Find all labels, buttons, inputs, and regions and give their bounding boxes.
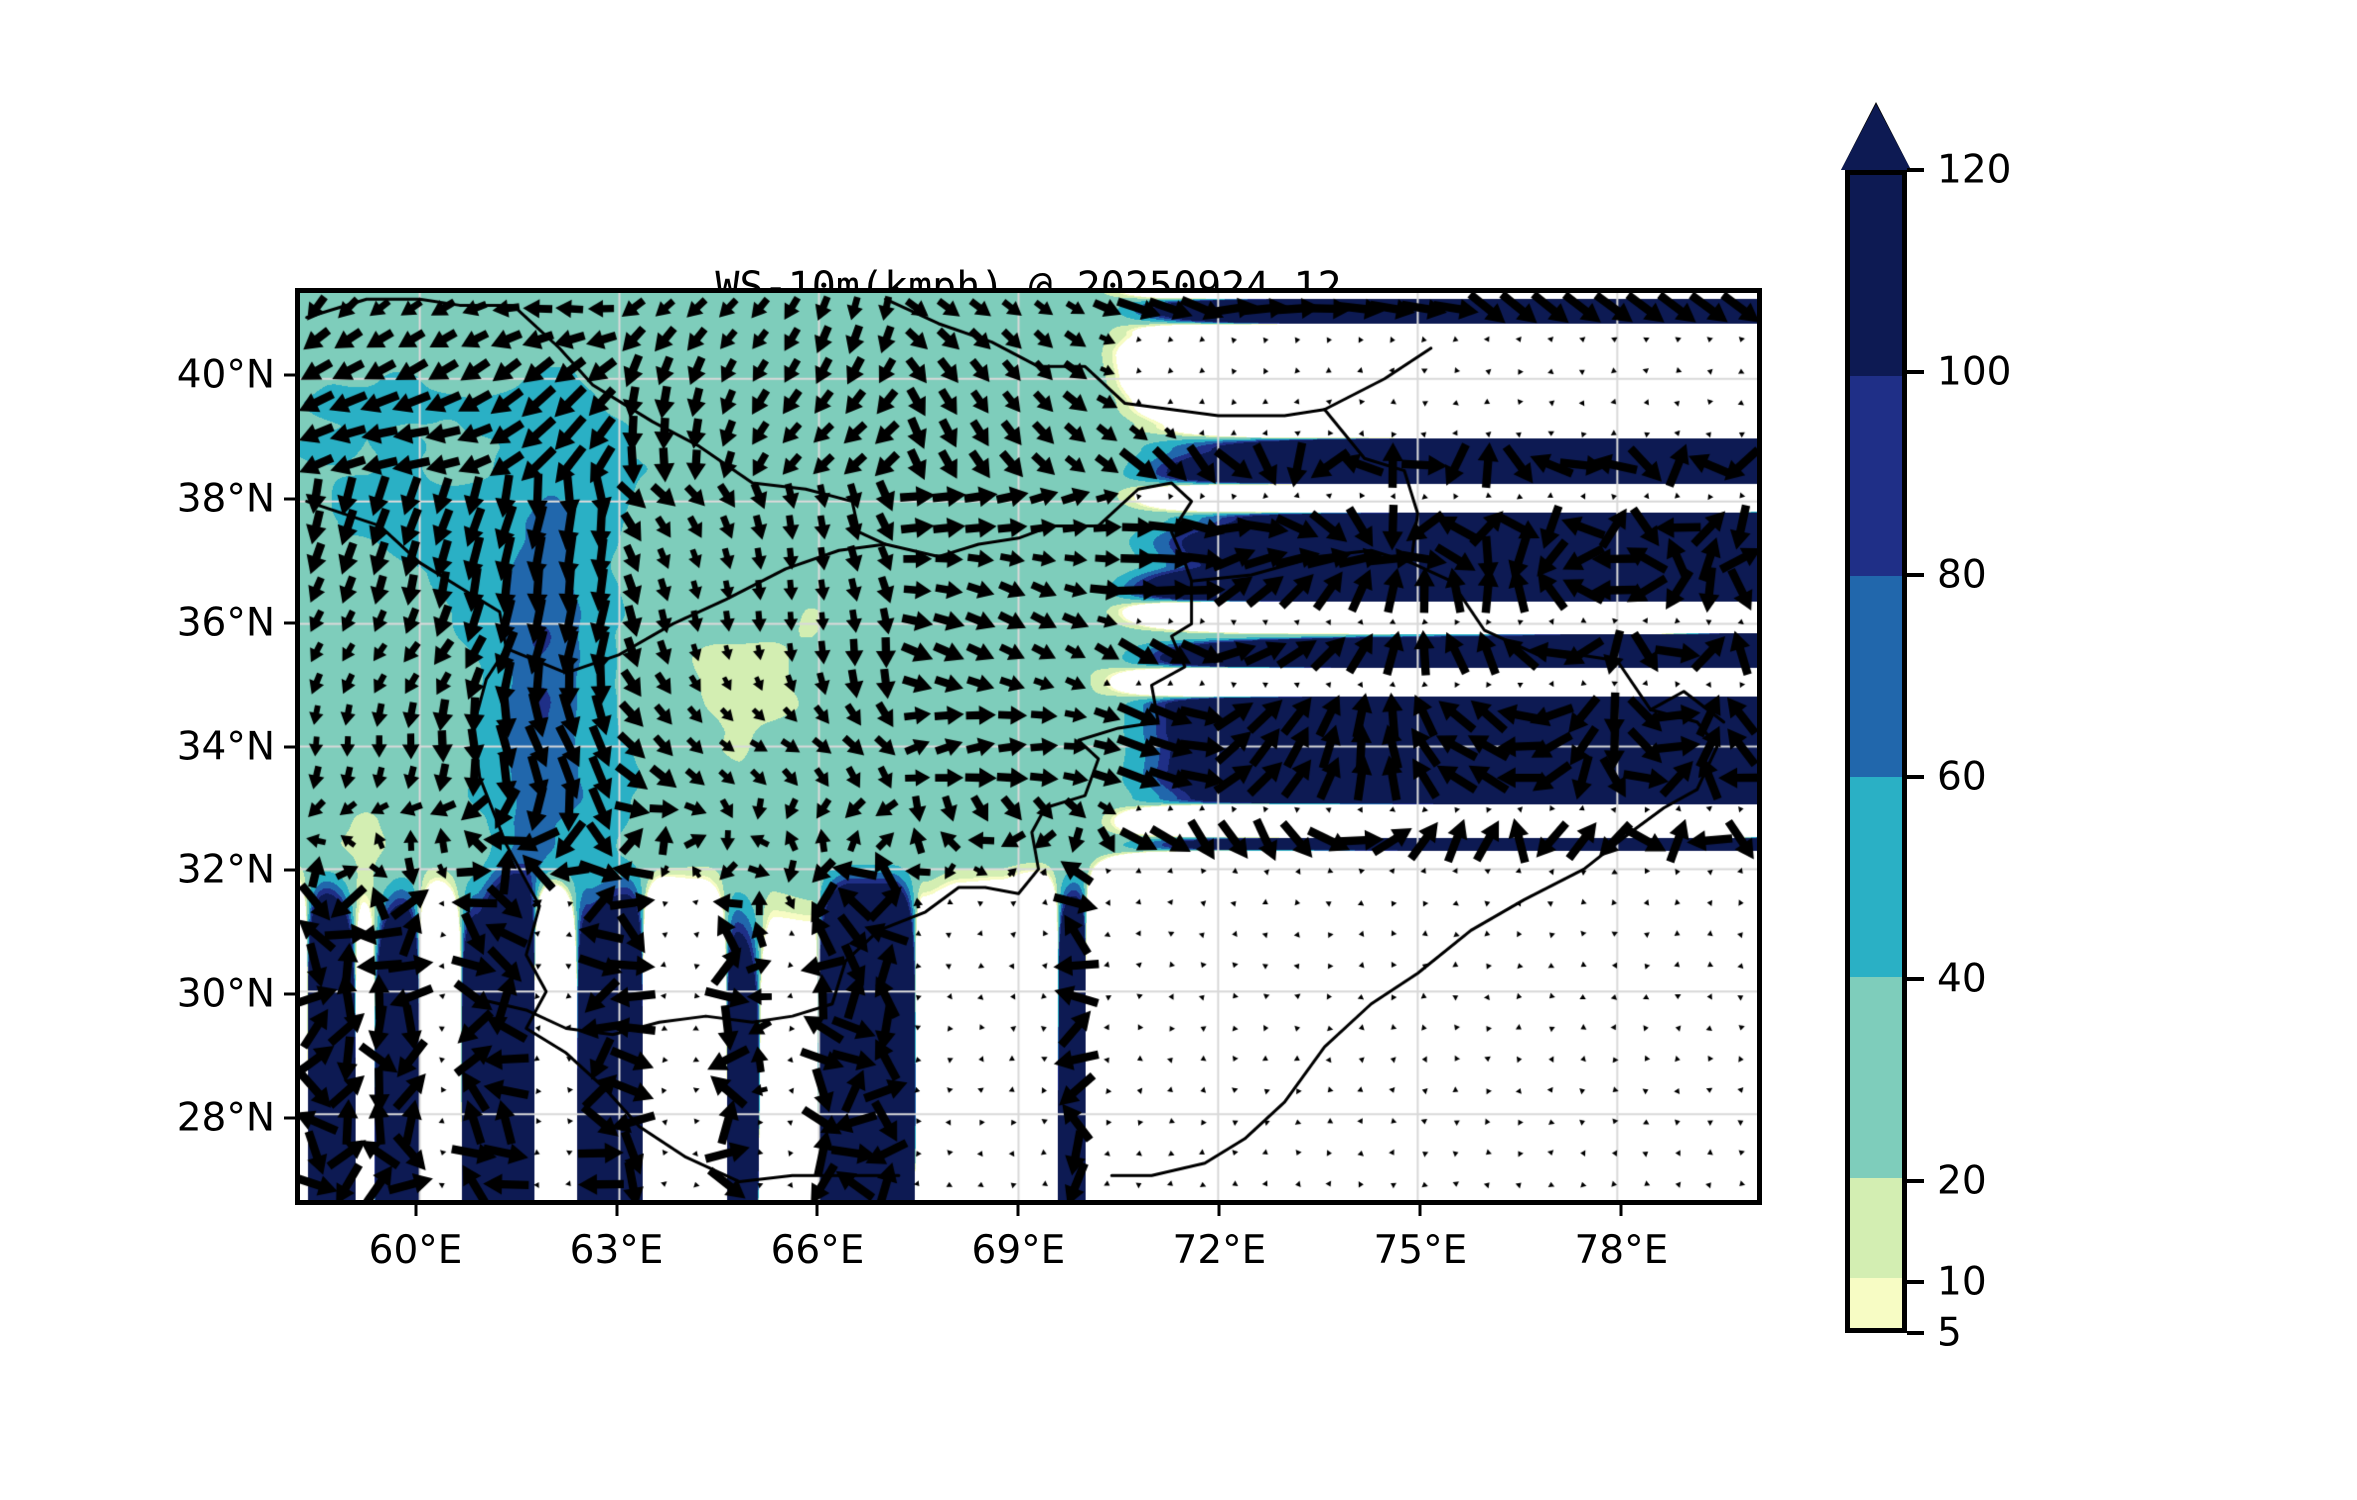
colorbar-tick-label: 60 (1937, 754, 1987, 800)
latitude-tick-mark (284, 868, 295, 872)
latitude-tick-label: 40°N (176, 352, 275, 398)
longitude-tick-label: 60°E (368, 1228, 463, 1273)
wind-speed-field (300, 293, 1757, 1200)
colorbar-tick-label: 120 (1937, 147, 2012, 193)
colorbar-segment (1850, 977, 1902, 1178)
colorbar-tick-mark (1907, 572, 1924, 577)
longitude-tick-label: 78°E (1574, 1228, 1669, 1273)
latitude-tick-mark (284, 745, 295, 748)
colorbar-extend-arrow (1841, 104, 1911, 170)
longitude-tick-label: 63°E (569, 1228, 664, 1273)
longitude-tick-mark (815, 1205, 819, 1216)
colorbar-tick-mark (1907, 977, 1924, 982)
colorbar-tick-mark (1907, 1179, 1924, 1184)
colorbar-tick-mark (1907, 370, 1924, 375)
latitude-tick-label: 36°N (176, 600, 275, 646)
longitude-tick-mark (1418, 1205, 1422, 1216)
longitude-tick-mark (1016, 1205, 1020, 1216)
colorbar-segment (1850, 576, 1902, 777)
colorbar-segment (1850, 1177, 1902, 1278)
longitude-tick-label: 72°E (1172, 1228, 1267, 1273)
latitude-tick-label: 38°N (176, 476, 275, 522)
colorbar-tick-mark (1907, 1280, 1924, 1285)
latitude-tick-label: 30°N (176, 971, 275, 1017)
latitude-tick-label: 34°N (176, 724, 275, 769)
latitude-tick-mark (284, 992, 295, 996)
colorbar-segment (1850, 776, 1902, 978)
longitude-tick-label: 66°E (770, 1228, 865, 1273)
latitude-tick-label: 32°N (176, 847, 275, 893)
longitude-tick-mark (1217, 1205, 1221, 1216)
latitude-tick-mark (284, 497, 295, 501)
colorbar-tick-label: 10 (1937, 1259, 1987, 1305)
colorbar-tick-label: 100 (1937, 349, 2012, 395)
colorbar-tick-label: 5 (1937, 1310, 1962, 1356)
colorbar-segment (1850, 375, 1902, 577)
colorbar-tick-mark (1907, 168, 1924, 172)
longitude-tick-label: 75°E (1373, 1228, 1468, 1273)
longitude-tick-mark (414, 1205, 418, 1216)
colorbar-tick-label: 80 (1937, 552, 1987, 598)
colorbar-gradient (1845, 170, 1907, 1333)
longitude-tick-mark (1619, 1205, 1623, 1216)
colorbar-tick-label: 40 (1937, 956, 1987, 1002)
colorbar-tick-mark (1907, 774, 1924, 779)
colorbar-segment (1850, 175, 1902, 376)
colorbar-tick-label: 20 (1937, 1158, 1987, 1204)
latitude-tick-mark (284, 621, 295, 625)
latitude-tick-label: 28°N (176, 1095, 275, 1141)
map-plot-area[interactable] (295, 288, 1762, 1205)
latitude-tick-mark (284, 1116, 295, 1120)
colorbar-segment (1850, 1277, 1902, 1328)
colorbar-tick-mark (1907, 1331, 1924, 1335)
longitude-tick-mark (615, 1205, 619, 1216)
latitude-tick-mark (284, 373, 295, 377)
longitude-tick-label: 69°E (971, 1228, 1066, 1273)
colorbar[interactable]: 5 10 20 40 60 80 100 120 (1841, 102, 2011, 1356)
